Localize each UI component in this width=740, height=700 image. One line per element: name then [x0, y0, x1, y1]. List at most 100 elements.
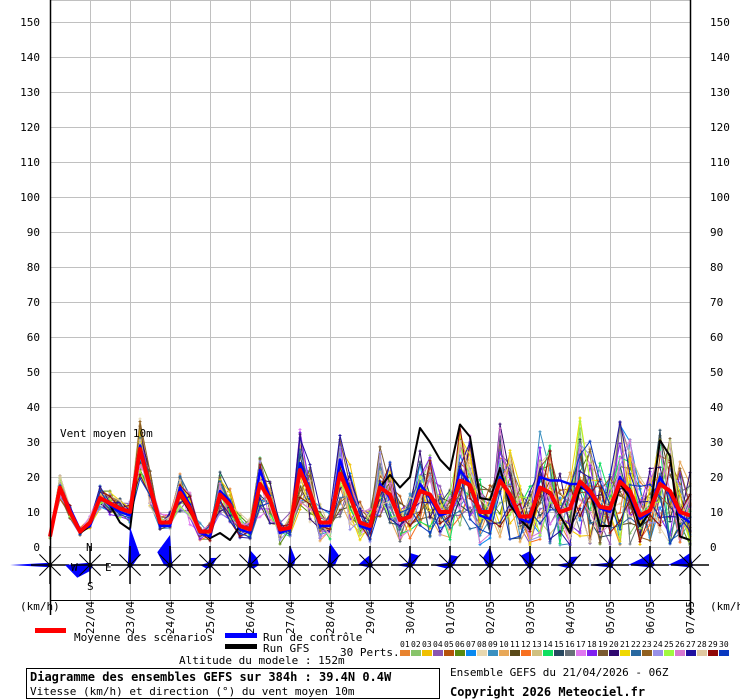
wind-rose-spoke — [569, 564, 581, 576]
perturbation-point — [348, 511, 352, 515]
perturbation-point — [278, 538, 282, 542]
perturbation-point — [608, 542, 612, 546]
y-tick-right: 40 — [710, 401, 723, 414]
model-altitude: Altitude du modele : 152m — [179, 654, 345, 667]
perturbation-point — [548, 444, 552, 448]
wind-rose-center — [368, 563, 372, 567]
x-date-label: 30/04 — [404, 601, 417, 634]
y-tick-right: 20 — [710, 471, 723, 484]
perturbation-point — [98, 489, 102, 493]
wind-rose-spoke — [89, 564, 101, 576]
perturbation-point — [638, 488, 642, 492]
perturbation-point — [448, 498, 452, 502]
perturbation-legend-swatch — [488, 650, 498, 656]
perturbation-point — [308, 507, 312, 511]
perturbation-point — [458, 523, 462, 527]
wind-rose-spoke — [119, 554, 131, 566]
perturbation-point — [528, 536, 532, 540]
perturbation-point — [148, 469, 152, 473]
perturbation-point — [388, 470, 392, 474]
perturbation-point — [198, 537, 202, 541]
perturbation-point — [298, 500, 302, 504]
perturbation-legend-swatch — [532, 650, 542, 656]
perturbation-point — [538, 430, 542, 434]
perturbation-point — [258, 504, 262, 508]
perturbation-point — [658, 472, 662, 476]
legend-gfs-swatch — [225, 644, 257, 649]
perturbation-point — [528, 538, 532, 542]
perturbation-point — [628, 521, 632, 525]
perturbation-point — [398, 536, 402, 540]
perturbation-legend-swatch — [697, 650, 707, 656]
perturbation-point — [538, 461, 542, 465]
perturbation-point — [538, 534, 542, 538]
perturbation-point — [548, 508, 552, 512]
wind-rose-spoke — [209, 564, 221, 576]
perturbation-point — [448, 514, 452, 518]
perturbation-point — [348, 474, 352, 478]
wind-rose-spoke — [359, 554, 371, 566]
perturbation-point — [548, 449, 552, 453]
perturbation-point — [138, 476, 142, 480]
perturbation-point — [618, 472, 622, 476]
chart-title: Diagramme des ensembles GEFS sur 384h : … — [30, 670, 392, 684]
wind-rose-spoke — [479, 564, 491, 576]
perturbation-point — [428, 471, 432, 475]
perturbation-point — [448, 526, 452, 530]
perturbation-point — [558, 527, 562, 531]
wind-rose — [391, 546, 429, 584]
perturbation-point — [448, 491, 452, 495]
perturbation-point — [418, 460, 422, 464]
perturbation-legend-id: 08 — [477, 640, 487, 649]
perturbation-legend-id: 26 — [675, 640, 685, 649]
wind-rose-spoke — [609, 554, 621, 566]
perturbation-point — [428, 508, 432, 512]
perturbation-point — [508, 448, 512, 452]
perturbation-point — [428, 456, 432, 460]
wind-rose-spoke — [329, 554, 341, 566]
perturbation-point — [358, 500, 362, 504]
perturbation-point — [188, 494, 192, 498]
perturbation-legend-id: 02 — [411, 640, 421, 649]
perturbation-point — [488, 484, 492, 488]
perturbation-legend-id: 14 — [543, 640, 553, 649]
perturbation-point — [498, 530, 502, 534]
perturbation-point — [438, 495, 442, 499]
perturbation-point — [508, 473, 512, 477]
perturbation-legend-id: 01 — [400, 640, 410, 649]
wind-rose-spoke — [289, 554, 301, 566]
perturbation-point — [418, 510, 422, 514]
perturbation-point — [298, 432, 302, 436]
perturbation-point — [268, 487, 272, 491]
perturbation-point — [558, 520, 562, 524]
wind-rose-spoke — [199, 554, 211, 566]
perturbation-point — [188, 491, 192, 495]
perturbation-point — [188, 523, 192, 527]
perturbation-legend-swatch — [510, 650, 520, 656]
perturbation-point — [328, 527, 332, 531]
perturbation-point — [578, 498, 582, 502]
perturbation-point — [628, 506, 632, 510]
perturbation-point — [138, 469, 142, 473]
perturbation-point — [268, 510, 272, 514]
perturbation-point — [298, 495, 302, 499]
y-tick-right: 60 — [710, 331, 723, 344]
perturbation-point — [108, 494, 112, 498]
wind-rose-shape — [433, 555, 459, 569]
perturbation-point — [598, 541, 602, 545]
perturbation-point — [588, 540, 592, 544]
perturbation-point — [248, 535, 252, 539]
perturbation-point — [228, 519, 232, 523]
perturbation-point — [568, 536, 572, 540]
y-tick-right: 10 — [710, 506, 723, 519]
wind-rose-center — [208, 563, 212, 567]
perturbation-point — [378, 514, 382, 518]
wind-rose-center — [408, 563, 412, 567]
perturbation-point — [278, 542, 282, 546]
perturbation-point — [668, 515, 672, 519]
perturbation-point — [238, 511, 242, 515]
y-tick-left: 50 — [27, 366, 40, 379]
x-date-label: 27/04 — [284, 601, 297, 634]
perturbation-point — [638, 540, 642, 544]
wind-rose-spoke — [679, 554, 691, 566]
